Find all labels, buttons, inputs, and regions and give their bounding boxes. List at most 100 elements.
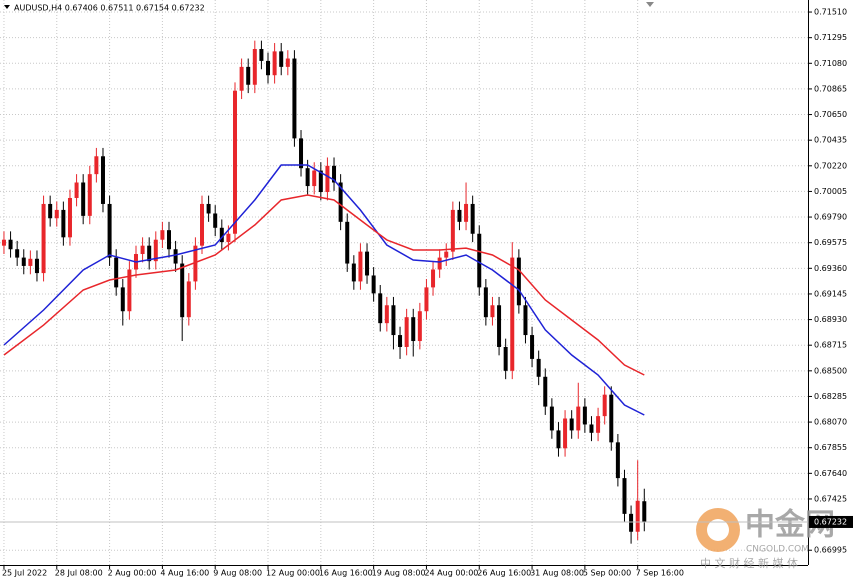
y-tick-label: 0.68930 <box>814 315 847 324</box>
candle-body <box>259 48 264 61</box>
candle-body <box>523 305 528 336</box>
candle-body <box>464 203 469 222</box>
shift-marker <box>646 2 654 7</box>
candle-body <box>530 335 535 359</box>
x-tick-label: 28 Jul 08:00 <box>55 569 103 578</box>
candle-body <box>54 209 59 219</box>
candle-body <box>536 358 541 377</box>
candle-body <box>576 406 581 431</box>
last-price-label: 0.67232 <box>814 517 847 526</box>
candle-body <box>193 245 198 282</box>
y-tick-label: 0.68715 <box>814 341 847 350</box>
candle-body <box>635 500 640 532</box>
candle-body <box>398 335 403 347</box>
x-tick-label: 9 Aug 08:00 <box>213 569 262 578</box>
y-tick-label: 0.66995 <box>814 546 847 555</box>
candle-body <box>437 257 442 270</box>
candle-body <box>160 230 165 240</box>
candle-body <box>173 249 178 264</box>
moving-average <box>3 194 645 376</box>
candle-body <box>299 138 304 169</box>
x-tick-label: 2 Aug 00:00 <box>108 569 157 578</box>
candle-body <box>483 287 488 318</box>
candle-body <box>67 197 72 238</box>
watermark-slogan: 中 文 财 经 新 媒 体 <box>700 556 798 570</box>
candle-body <box>41 203 46 274</box>
y-tick-label: 0.69790 <box>814 213 847 222</box>
candle-body <box>503 346 508 371</box>
candle-body <box>114 257 119 288</box>
candle-body <box>582 406 587 425</box>
candle-body <box>450 209 455 252</box>
candle-body <box>252 48 257 85</box>
y-tick-label: 0.69575 <box>814 238 847 247</box>
candle-body <box>629 513 634 532</box>
candle-body <box>325 165 330 193</box>
y-tick-label: 0.70220 <box>814 161 847 170</box>
candle-body <box>589 424 594 433</box>
marks <box>1 40 647 544</box>
y-tick-label: 0.69145 <box>814 289 847 298</box>
moving-average <box>3 164 645 416</box>
x-tick-label: 4 Aug 16:00 <box>160 569 209 578</box>
candle-body <box>61 209 66 238</box>
candle-body <box>285 58 290 67</box>
candle-body <box>272 51 277 76</box>
candle-body <box>186 281 191 318</box>
candle-body <box>622 478 627 514</box>
candle-body <box>470 203 475 234</box>
candle-body <box>384 305 389 324</box>
candle-body <box>8 239 13 250</box>
candle-body <box>140 245 145 255</box>
watermark: 中金网 CNGOLD.COM 中 文 财 经 新 媒 体 <box>696 508 835 570</box>
candle-body <box>246 66 251 85</box>
candle-body <box>417 311 422 342</box>
candle-body <box>556 430 561 449</box>
y-tick-label: 0.68285 <box>814 392 847 401</box>
y-tick-label: 0.69360 <box>814 264 847 273</box>
candle-body <box>404 317 409 347</box>
candle-body <box>292 58 297 139</box>
candle-body <box>206 203 211 214</box>
menu-arrow <box>4 5 10 9</box>
candle-body <box>516 257 521 306</box>
candle-body <box>312 170 317 187</box>
candle-body <box>457 209 462 222</box>
candle-body <box>239 66 244 91</box>
candle-body <box>107 203 112 258</box>
y-tick-label: 0.70435 <box>814 136 847 145</box>
x-tick-label: 31 Aug 08:00 <box>530 569 584 578</box>
candle-body <box>266 60 271 76</box>
y-tick-label: 0.70865 <box>814 84 847 93</box>
candle-body <box>351 263 356 282</box>
candle-body <box>127 269 132 312</box>
candle-body <box>596 416 601 433</box>
y-tick-label: 0.70650 <box>814 110 847 119</box>
x-tick-label: 19 Aug 08:00 <box>372 569 426 578</box>
y-tick-label: 0.67855 <box>814 443 847 452</box>
x-tick-label: 5 Sep 00:00 <box>583 569 631 578</box>
candle-body <box>477 233 482 288</box>
candle-body <box>338 182 343 222</box>
last-price-box <box>809 515 853 528</box>
candle-body <box>81 182 86 216</box>
y-tick-label: 0.71510 <box>814 8 847 17</box>
candle-body <box>431 269 436 288</box>
candle-body <box>147 245 152 262</box>
candle-body <box>219 227 224 243</box>
candle-body <box>332 165 337 183</box>
candle-body <box>200 203 204 246</box>
candle-body <box>609 394 614 443</box>
x-tick-label: 25 Jul 2022 <box>2 569 47 578</box>
candle-body <box>391 305 396 336</box>
candle-body <box>358 251 363 282</box>
y-tick-label: 0.71080 <box>814 59 847 68</box>
y-tick-label: 0.68070 <box>814 418 847 427</box>
candle-body <box>490 305 495 318</box>
candle-body <box>378 293 383 324</box>
candle-body <box>305 168 310 187</box>
candle-body <box>411 317 416 342</box>
logo-inner <box>707 519 729 541</box>
candle-body <box>371 275 376 294</box>
